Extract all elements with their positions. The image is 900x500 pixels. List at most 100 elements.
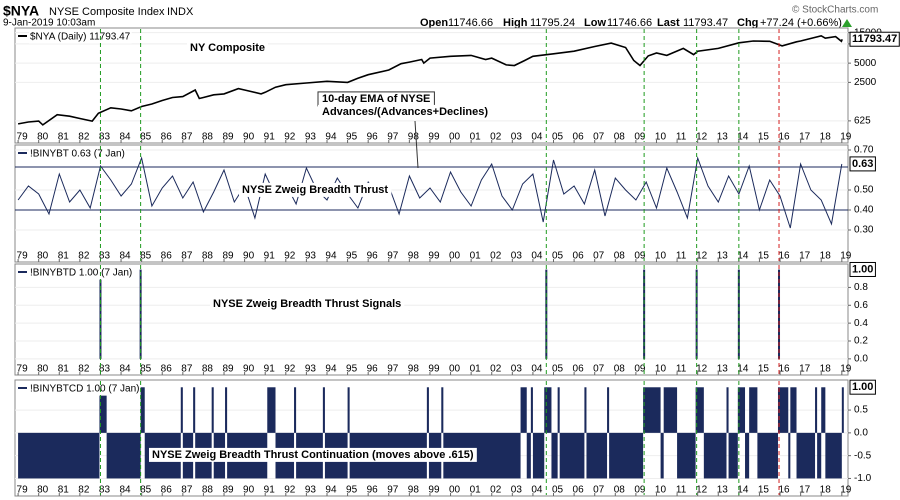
- label-box: [149, 447, 477, 462]
- x-tick-label: 86: [161, 364, 173, 375]
- x-tick-label: 00: [449, 251, 461, 262]
- x-tick-label: 06: [573, 132, 585, 143]
- callout-line: 10-day EMA of NYSE: [322, 93, 430, 105]
- x-tick-label: 99: [428, 364, 440, 375]
- x-tick-label: 93: [305, 364, 317, 375]
- annotation: NYSE Zweig Breadth Thrust: [242, 184, 388, 196]
- y-tick-label: 0.2: [854, 336, 868, 347]
- y-tick-label: 0.0: [854, 353, 868, 364]
- x-tick-label: 99: [428, 132, 440, 143]
- x-tick-label: 90: [243, 132, 255, 143]
- x-tick-label: 97: [387, 132, 399, 143]
- label-box: [29, 147, 126, 161]
- step-bar: [557, 387, 560, 433]
- x-tick-label: 89: [222, 364, 234, 375]
- x-tick-label: 16: [778, 364, 790, 375]
- x-tick-label: 93: [305, 132, 317, 143]
- x-tick-label: 02: [490, 485, 502, 496]
- x-tick-label: 05: [552, 485, 564, 496]
- x-tick-label: 98: [408, 251, 420, 262]
- step-bar: [660, 432, 664, 479]
- x-tick-label: 95: [346, 251, 358, 262]
- label-box: [210, 296, 405, 311]
- x-tick-label: 09: [634, 132, 646, 143]
- x-tick-label: 79: [17, 364, 29, 375]
- y-tick-label: 0.30: [854, 225, 874, 236]
- x-tick-label: 04: [531, 132, 543, 143]
- x-tick-label: 96: [367, 364, 379, 375]
- step-bar: [841, 387, 844, 433]
- x-tick-label: 12: [696, 132, 708, 143]
- x-tick-label: 08: [614, 132, 626, 143]
- step-bar: [745, 432, 750, 479]
- step-bar: [347, 387, 350, 433]
- x-tick-label: 90: [243, 364, 255, 375]
- x-tick-label: 87: [181, 251, 193, 262]
- x-tick-label: 12: [696, 364, 708, 375]
- x-tick-label: 79: [17, 132, 29, 143]
- x-tick-label: 85: [140, 485, 152, 496]
- quote-label: High: [503, 17, 528, 29]
- x-tick-label: 04: [531, 364, 543, 375]
- x-tick-label: 12: [696, 485, 708, 496]
- x-tick-label: 10: [655, 251, 667, 262]
- last-value: 1.00: [852, 381, 873, 393]
- x-tick-label: 03: [511, 485, 523, 496]
- x-tick-label: 99: [428, 485, 440, 496]
- x-tick-label: 94: [325, 364, 337, 375]
- step-bar: [749, 387, 758, 433]
- x-tick-label: 01: [470, 132, 482, 143]
- up-arrow: [842, 19, 852, 27]
- step-bar: [441, 387, 444, 433]
- step-bar: [726, 387, 729, 433]
- y-tick-label: 0.70: [854, 145, 874, 156]
- x-tick-label: 11: [676, 364, 687, 375]
- x-tick-label: 91: [264, 251, 276, 262]
- x-tick-label: 08: [614, 364, 626, 375]
- y-tick-label: 0.6: [854, 300, 868, 311]
- x-tick-label: 04: [531, 251, 543, 262]
- x-tick-label: 91: [264, 364, 276, 375]
- legend: !BINYBT 0.63 (7 Jan): [30, 149, 125, 160]
- x-tick-label: 03: [511, 364, 523, 375]
- y-tick-label: -0.5: [854, 450, 872, 461]
- step-bar: [267, 387, 276, 433]
- y-tick-label: -1.0: [854, 473, 872, 484]
- label-box: [849, 156, 876, 172]
- x-tick-label: 07: [593, 132, 605, 143]
- x-tick-label: 19: [840, 251, 852, 262]
- x-tick-label: 98: [408, 132, 420, 143]
- price-line: [17, 34, 843, 126]
- exchange: INDX: [167, 6, 194, 18]
- step-bar: [99, 387, 107, 433]
- x-tick-label: 01: [470, 364, 482, 375]
- x-tick-label: 86: [161, 251, 173, 262]
- y-tick-label: 0.50: [854, 185, 874, 196]
- x-tick-label: 11: [676, 485, 687, 496]
- x-tick-label: 18: [820, 251, 832, 262]
- x-tick-label: 09: [634, 364, 646, 375]
- x-tick-label: 05: [552, 132, 564, 143]
- x-tick-label: 92: [284, 364, 296, 375]
- step-bar: [825, 432, 842, 479]
- step-bar: [526, 432, 531, 479]
- step-bar: [586, 432, 608, 479]
- last-value: 11793.47: [852, 33, 897, 45]
- quote-value: 11795.24: [530, 17, 575, 29]
- x-tick-label: 14: [737, 251, 749, 262]
- x-tick-label: 80: [37, 485, 49, 496]
- label-box: [29, 266, 134, 280]
- x-tick-label: 82: [78, 364, 90, 375]
- quote-value: 11793.47: [683, 17, 728, 29]
- x-tick-label: 13: [717, 364, 729, 375]
- x-tick-label: 06: [573, 364, 585, 375]
- x-tick-label: 94: [325, 132, 337, 143]
- step-bar: [790, 387, 797, 433]
- label-box: [29, 382, 141, 396]
- date: 9-Jan-2019 10:03am: [3, 18, 95, 29]
- step-bar: [788, 432, 791, 479]
- x-tick-label: 80: [37, 132, 49, 143]
- step-bar: [677, 432, 696, 479]
- step-bar: [294, 387, 297, 433]
- step-bar: [530, 387, 533, 433]
